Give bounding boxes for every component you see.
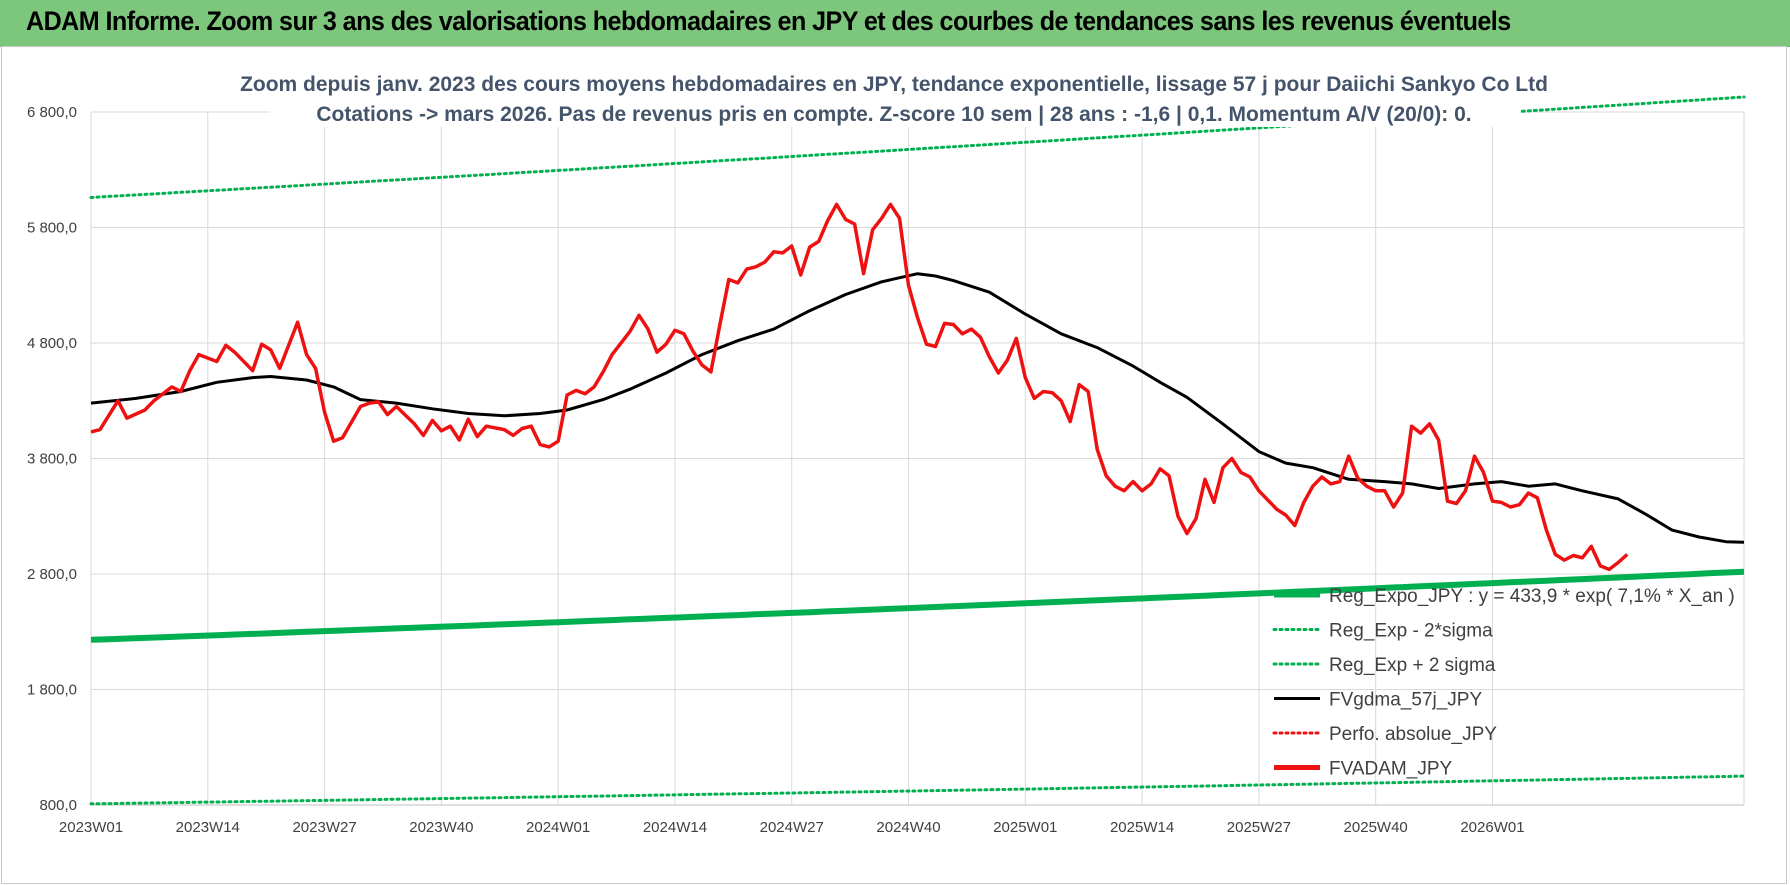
x-tick-label: 2024W40 [876, 819, 940, 836]
title-backdrop [270, 67, 1520, 127]
y-axis-ticks: 800,0 1 800,0 2 800,0 3 800,0 4 800,0 5 800,0… [27, 104, 77, 814]
chart-subtitle: Cotations -> mars 2026. Pas de revenus p… [316, 103, 1471, 126]
chart-title: Zoom depuis janv. 2023 des cours moyens … [240, 73, 1548, 96]
grid [90, 111, 1745, 806]
x-tick-label: 2024W27 [760, 819, 824, 836]
y-tick-label: 1 800,0 [27, 682, 77, 699]
header-banner: ADAM Informe. Zoom sur 3 ans des valoris… [0, 0, 1790, 47]
series-fvadam [90, 202, 1629, 572]
x-tick-label: 2023W01 [59, 819, 123, 836]
y-tick-label: 3 800,0 [27, 451, 77, 468]
y-tick-label: 2 800,0 [27, 566, 77, 583]
legend-label: Perfo. absolue_JPY [1329, 724, 1497, 745]
y-tick-label: 5 800,0 [27, 220, 77, 237]
y-tick-label: 4 800,0 [27, 335, 77, 352]
x-tick-label: 2025W27 [1227, 819, 1291, 836]
x-tick-label: 2025W14 [1110, 819, 1174, 836]
x-tick-label: 2023W40 [409, 819, 473, 836]
x-tick-label: 2023W14 [176, 819, 240, 836]
y-tick-label: 6 800,0 [27, 104, 77, 121]
line-chart: 800,0 1 800,0 2 800,0 3 800,0 4 800,0 5 800,0… [27, 67, 1746, 836]
legend-label: FVADAM_JPY [1329, 759, 1453, 780]
legend-label: FVgdma_57j_JPY [1329, 690, 1482, 711]
legend-label: Reg_Exp + 2 sigma [1329, 655, 1496, 676]
x-tick-label: 2024W01 [526, 819, 590, 836]
series-reg-expo [90, 568, 1745, 643]
legend: Reg_Expo_JPY : y = 433,9 * exp( 7,1% * X… [1272, 586, 1735, 780]
chart-frame: 800,0 1 800,0 2 800,0 3 800,0 4 800,0 5 800,0… [1, 46, 1787, 884]
x-tick-label: 2025W01 [993, 819, 1057, 836]
legend-label: Reg_Expo_JPY : y = 433,9 * exp( 7,1% * X… [1329, 586, 1735, 607]
banner-title: ADAM Informe. Zoom sur 3 ans des valoris… [26, 6, 1511, 36]
series-reg-exp-minus-2sigma [89, 774, 1746, 806]
x-tick-label: 2026W01 [1460, 819, 1524, 836]
x-tick-label: 2025W40 [1344, 819, 1408, 836]
x-tick-label: 2023W27 [292, 819, 356, 836]
legend-label: Reg_Exp - 2*sigma [1329, 621, 1493, 642]
x-tick-label: 2024W14 [643, 819, 707, 836]
x-axis-ticks: 2023W01 2023W14 2023W27 2023W40 2024W01 2024W… [59, 819, 1525, 836]
series-layer [89, 95, 1746, 806]
y-tick-label: 800,0 [39, 797, 77, 814]
series-fvgdma-57j [90, 272, 1745, 544]
